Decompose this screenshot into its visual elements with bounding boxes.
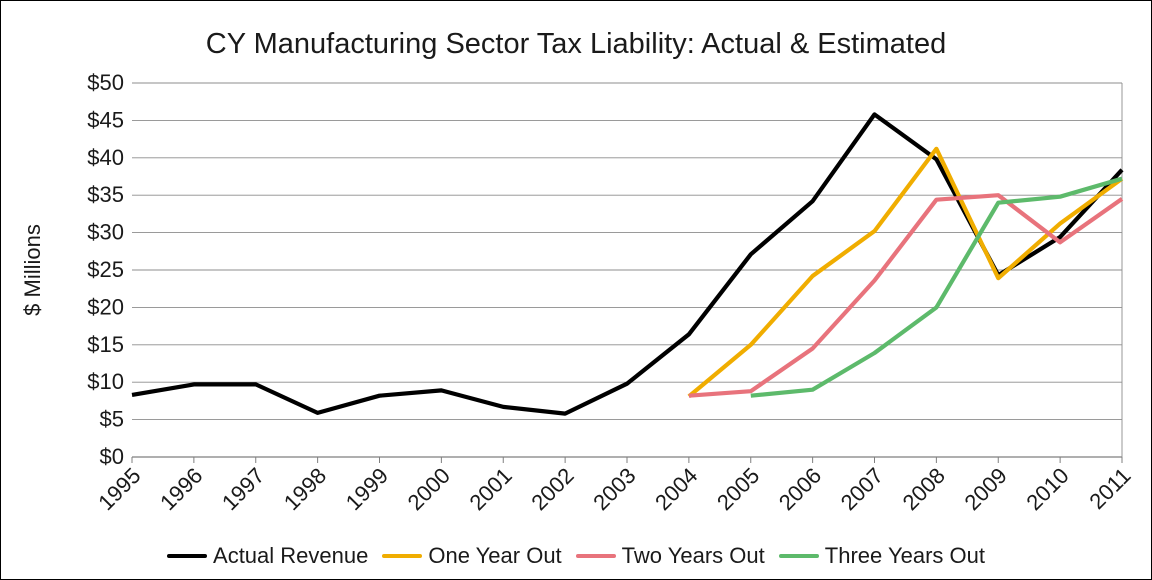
legend-label-actual: Actual Revenue (213, 543, 369, 568)
legend-label-one-year: One Year Out (428, 543, 562, 568)
y-tick-label: $20 (87, 294, 124, 319)
legend-item-one-year: One Year Out (382, 543, 562, 569)
y-tick-label: $15 (87, 332, 124, 357)
series-one-year-out-line (687, 146, 1124, 399)
y-tick-label: $30 (87, 220, 124, 245)
legend: Actual Revenue One Year Out Two Years Ou… (0, 543, 1152, 569)
chart-title: CY Manufacturing Sector Tax Liability: A… (205, 28, 947, 60)
legend-item-two-years: Two Years Out (575, 543, 765, 569)
x-tick-label: 2010 (1021, 463, 1073, 515)
x-tick-label: 2002 (526, 463, 578, 515)
x-tick-label: 1997 (217, 463, 269, 515)
series-two-years-out-line (688, 193, 1124, 398)
legend-swatch-actual (167, 554, 208, 558)
x-tick-label: 2001 (464, 463, 516, 515)
y-tick-label: $35 (87, 182, 124, 207)
series-three-years-out-line (750, 176, 1123, 398)
legend-item-actual: Actual Revenue (167, 543, 368, 569)
legend-swatch-two-years (575, 554, 616, 558)
legend-item-three-years: Three Years Out (778, 543, 985, 569)
x-tick-label: 1995 (93, 463, 145, 515)
y-tick-label: $0 (100, 444, 124, 469)
legend-label-two-years: Two Years Out (621, 543, 765, 568)
y-axis-label: $ Millions (20, 224, 45, 316)
y-tick-label: $10 (87, 369, 124, 394)
x-tick-label: 2009 (959, 463, 1011, 515)
legend-label-three-years: Three Years Out (824, 543, 985, 568)
x-tick-label: 1999 (341, 463, 393, 515)
legend-swatch-one-year (382, 554, 423, 558)
x-tick-label: 2004 (650, 463, 702, 515)
series-actual-revenue-line (131, 112, 1124, 416)
x-tick-label: 2007 (836, 463, 888, 515)
x-tick-label: 2003 (588, 463, 640, 515)
y-tick-label: $40 (87, 145, 124, 170)
x-tick-label: 2006 (774, 463, 826, 515)
y-tick-label: $50 (87, 70, 124, 95)
y-tick-label: $25 (87, 257, 124, 282)
y-tick-label: $5 (100, 407, 124, 432)
x-tick-label: 2011 (1084, 463, 1135, 514)
x-tick-label: 1996 (155, 463, 207, 515)
x-tick-label: 2005 (712, 463, 764, 515)
x-tick-label: 1998 (279, 463, 331, 515)
x-tick-label: 2008 (898, 463, 950, 515)
y-tick-label: $45 (87, 107, 124, 132)
x-tick-label: 2000 (403, 463, 455, 515)
legend-swatch-three-years (778, 554, 819, 558)
